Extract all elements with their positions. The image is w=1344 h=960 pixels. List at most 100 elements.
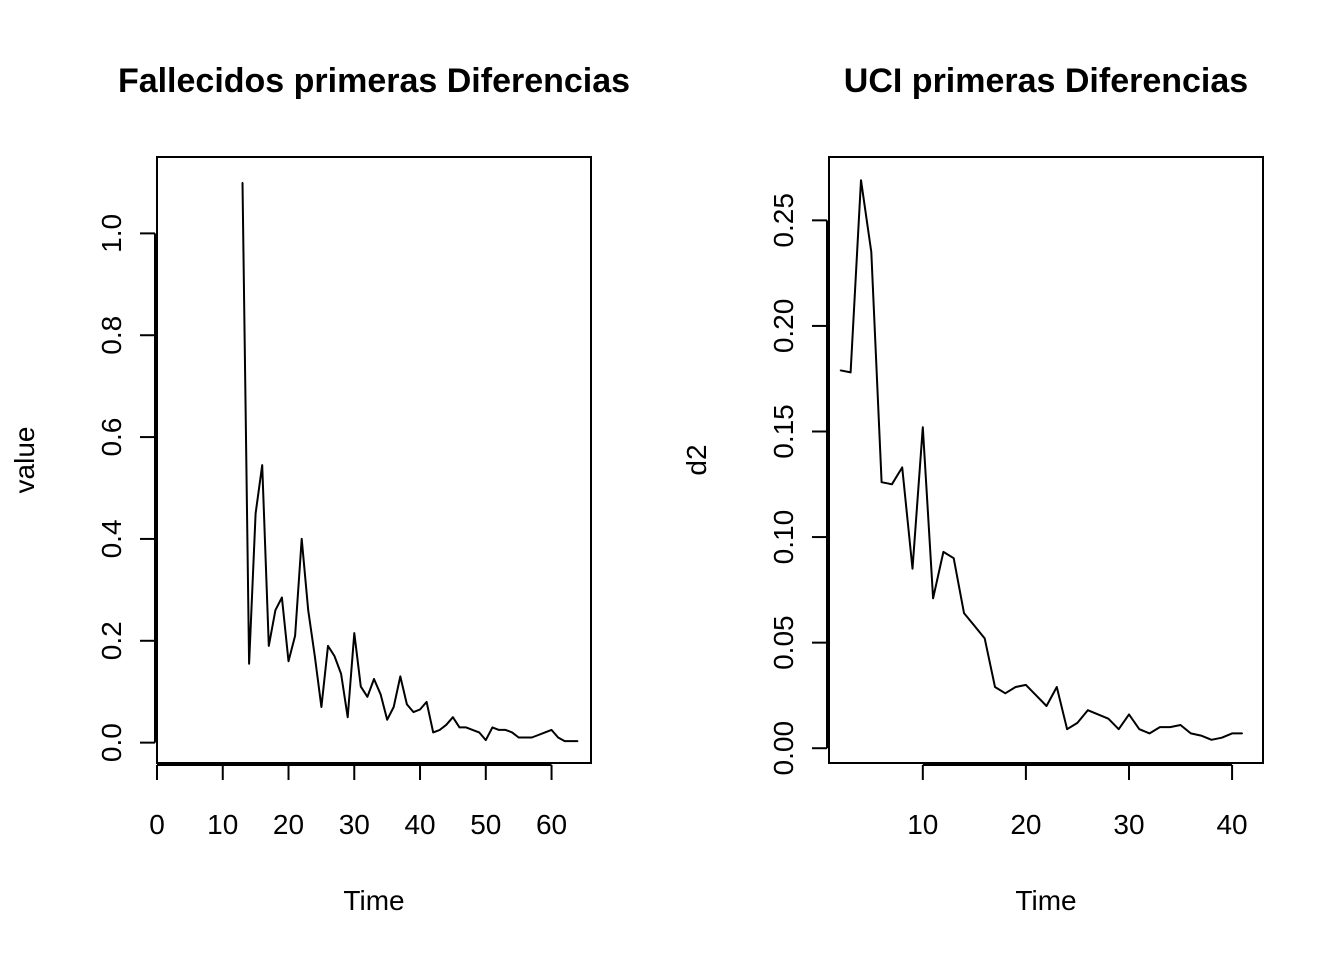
data-point [518,736,520,739]
data-point [1004,692,1006,694]
data-point [1025,684,1027,686]
data-point [963,612,965,614]
data-point [891,483,893,485]
data-point [932,597,934,599]
data-point [360,686,362,688]
data-point [839,369,841,371]
data-point [287,660,290,662]
data-point [380,693,382,695]
data-point [1066,728,1068,730]
data-point [922,426,924,428]
plot-frame [156,156,592,764]
x-tick-label: 40 [1216,809,1247,840]
data-point [485,739,487,741]
data-point [452,716,454,718]
data-point [393,706,395,708]
data-point [426,701,428,703]
data-point [458,726,461,729]
data-point [1087,709,1089,711]
data-point [432,731,434,734]
data-point [570,740,572,742]
series-line [840,179,1243,741]
y-tick-label: 0.4 [96,519,127,558]
x-axis-label: Time [1015,885,1076,916]
data-point [531,736,533,739]
data-point [911,568,914,570]
data-point [544,731,546,734]
data-point [1138,728,1140,730]
data-point [881,481,883,483]
data-point [268,645,270,647]
data-point [1076,722,1078,724]
chart-fallecidos: Fallecidos primeras Diferencias Time value… [9,62,630,916]
y-tick-label: 0.15 [768,404,799,459]
data-point [491,726,493,729]
y-axis-label: d2 [681,444,712,475]
data-point [353,632,355,634]
data-point [406,703,408,706]
data-point [1241,732,1243,735]
data-point [301,538,303,540]
data-point [1149,732,1151,735]
data-point [386,719,388,721]
chart-title: Fallecidos primeras Diferencias [118,62,630,100]
y-tick-label: 0.2 [96,621,127,660]
data-point [340,673,342,675]
data-point [314,655,316,657]
x-tick-label: 20 [1010,809,1041,840]
y-tick-label: 0.25 [768,193,799,248]
data-point [901,466,903,468]
data-point [577,740,579,742]
data-point [412,711,415,713]
data-point [274,609,276,611]
data-point [1107,718,1109,720]
data-point [850,371,852,373]
data-point [1097,713,1099,716]
plot-frame [828,156,1264,764]
y-axis-label: value [9,427,40,494]
y-tick-label: 0.05 [768,615,799,670]
x-tick-label: 10 [207,809,238,840]
data-point [973,625,976,627]
y-tick-label: 0.10 [768,510,799,565]
y-tick-label: 0.8 [96,316,127,355]
data-point [281,596,283,599]
data-point [537,734,540,736]
data-point [1190,732,1192,735]
x-axis-label: Time [343,885,404,916]
data-point [472,729,474,731]
data-point [1015,686,1017,688]
data-point [504,729,507,731]
data-point [241,181,244,184]
data-point [1221,737,1223,739]
data-point [1210,739,1213,741]
data-point [1118,728,1120,730]
y-tick-label: 1.0 [96,214,127,253]
chart-uci: UCI primeras Diferencias Time d2 10 20 30 40 0.… [681,62,1264,916]
data-point [366,696,368,698]
data-point [255,512,257,515]
data-point [307,609,309,611]
x-tick-label: 30 [339,809,370,840]
x-tick-label: 50 [470,809,501,840]
data-point [557,736,559,739]
data-point [347,716,349,718]
data-point [984,637,986,640]
data-point [320,706,322,708]
data-point [1200,735,1202,737]
data-point [1045,705,1048,707]
y-tick-label: 0.0 [96,723,127,762]
data-point [860,179,862,181]
data-point [1056,686,1058,688]
x-tick-label: 30 [1113,809,1144,840]
data-point [399,675,401,678]
y-tick-label: 0.20 [768,299,799,354]
data-point [248,663,250,665]
x-tick-label: 0 [149,809,165,840]
data-point [550,729,553,731]
data-point [1159,726,1161,728]
series-line [241,182,578,743]
y-tick-label: 0.6 [96,418,127,457]
data-point [1169,726,1171,728]
